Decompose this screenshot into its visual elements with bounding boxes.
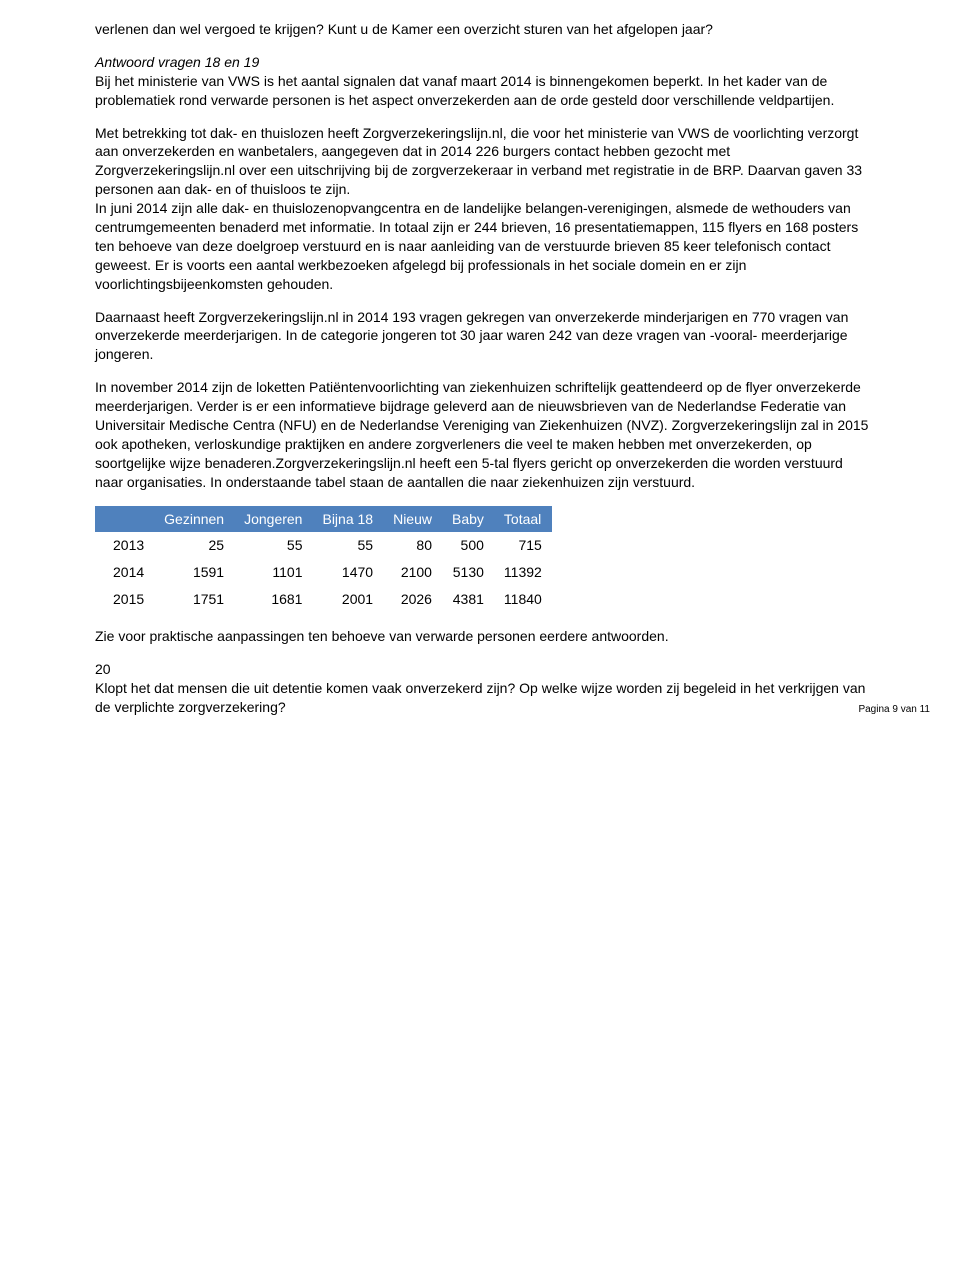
question-text: Klopt het dat mensen die uit detentie ko… xyxy=(95,679,870,717)
table-cell: 2001 xyxy=(312,586,383,613)
table-cell: 1591 xyxy=(154,559,234,586)
table-header-cell: Gezinnen xyxy=(154,506,234,533)
page-number: Pagina 9 van 11 xyxy=(858,703,930,717)
table-cell: 2026 xyxy=(383,586,442,613)
para-answer-2b: In juni 2014 zijn alle dak- en thuisloze… xyxy=(95,199,870,293)
table-cell: 55 xyxy=(312,532,383,559)
para-answer-1: Bij het ministerie van VWS is het aantal… xyxy=(95,72,870,110)
question-number: 20 xyxy=(95,660,870,679)
table-cell: 80 xyxy=(383,532,442,559)
table-cell: 1681 xyxy=(234,586,312,613)
table-cell: 11840 xyxy=(494,586,552,613)
para-answer-3: Daarnaast heeft Zorgverzekeringslijn.nl … xyxy=(95,308,870,365)
table-cell: 2014 xyxy=(95,559,154,586)
table-cell: 715 xyxy=(494,532,552,559)
table-row: 2013 25 55 55 80 500 715 xyxy=(95,532,552,559)
table-header-cell: Baby xyxy=(442,506,494,533)
table-cell: 2013 xyxy=(95,532,154,559)
flyers-table: Gezinnen Jongeren Bijna 18 Nieuw Baby To… xyxy=(95,506,552,614)
para-answer-4: In november 2014 zijn de loketten Patiën… xyxy=(95,378,870,491)
table-cell: 4381 xyxy=(442,586,494,613)
table-header-cell: Nieuw xyxy=(383,506,442,533)
table-cell: 500 xyxy=(442,532,494,559)
table-cell: 2100 xyxy=(383,559,442,586)
table-cell: 55 xyxy=(234,532,312,559)
table-row: 2014 1591 1101 1470 2100 5130 11392 xyxy=(95,559,552,586)
table-header-cell: Totaal xyxy=(494,506,552,533)
para-answer-5: Zie voor praktische aanpassingen ten beh… xyxy=(95,627,870,646)
answer-heading: Antwoord vragen 18 en 19 xyxy=(95,53,870,72)
table-cell: 25 xyxy=(154,532,234,559)
table-header-cell: Jongeren xyxy=(234,506,312,533)
para-question-continued: verlenen dan wel vergoed te krijgen? Kun… xyxy=(95,20,870,39)
table-header-cell xyxy=(95,506,154,533)
table-header-cell: Bijna 18 xyxy=(312,506,383,533)
table-cell: 5130 xyxy=(442,559,494,586)
table-cell: 11392 xyxy=(494,559,552,586)
table-header-row: Gezinnen Jongeren Bijna 18 Nieuw Baby To… xyxy=(95,506,552,533)
table-row: 2015 1751 1681 2001 2026 4381 11840 xyxy=(95,586,552,613)
table-cell: 2015 xyxy=(95,586,154,613)
table-cell: 1470 xyxy=(312,559,383,586)
table-cell: 1751 xyxy=(154,586,234,613)
table-cell: 1101 xyxy=(234,559,312,586)
para-answer-2a: Met betrekking tot dak- en thuislozen he… xyxy=(95,124,870,200)
